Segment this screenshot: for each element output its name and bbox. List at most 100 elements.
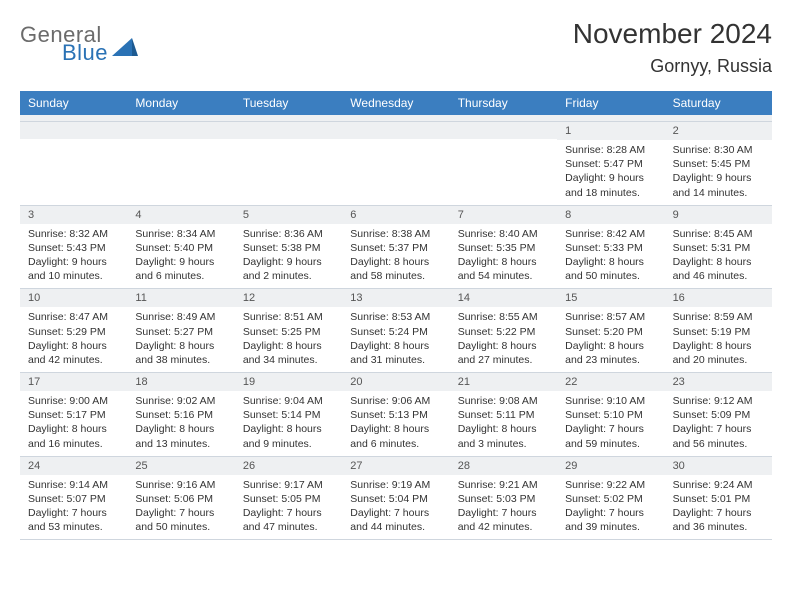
cell-day1: Daylight: 9 hours — [135, 255, 228, 269]
cell-body: Sunrise: 9:21 AMSunset: 5:03 PMDaylight:… — [450, 475, 557, 540]
cell-sunset: Sunset: 5:40 PM — [135, 241, 228, 255]
cell-day2: and 23 minutes. — [565, 353, 658, 367]
cell-day2: and 50 minutes. — [135, 520, 228, 534]
cell-sunrise: Sunrise: 9:17 AM — [243, 478, 336, 492]
calendar-cell: 14Sunrise: 8:55 AMSunset: 5:22 PMDayligh… — [450, 289, 557, 372]
cell-sunset: Sunset: 5:13 PM — [350, 408, 443, 422]
cell-body: Sunrise: 9:17 AMSunset: 5:05 PMDaylight:… — [235, 475, 342, 540]
date-number: 19 — [235, 373, 342, 391]
date-number: 26 — [235, 457, 342, 475]
cell-sunrise: Sunrise: 8:40 AM — [458, 227, 551, 241]
cell-body: Sunrise: 8:55 AMSunset: 5:22 PMDaylight:… — [450, 307, 557, 372]
calendar-cell: 6Sunrise: 8:38 AMSunset: 5:37 PMDaylight… — [342, 206, 449, 289]
calendar-cell: 1Sunrise: 8:28 AMSunset: 5:47 PMDaylight… — [557, 122, 664, 205]
cell-sunrise: Sunrise: 8:45 AM — [673, 227, 766, 241]
cell-sunrise: Sunrise: 8:53 AM — [350, 310, 443, 324]
cell-sunrise: Sunrise: 9:06 AM — [350, 394, 443, 408]
week-row: 1Sunrise: 8:28 AMSunset: 5:47 PMDaylight… — [20, 122, 772, 206]
cell-day1: Daylight: 8 hours — [243, 339, 336, 353]
cell-body: Sunrise: 8:40 AMSunset: 5:35 PMDaylight:… — [450, 224, 557, 289]
cell-day2: and 39 minutes. — [565, 520, 658, 534]
calendar-cell: 13Sunrise: 8:53 AMSunset: 5:24 PMDayligh… — [342, 289, 449, 372]
cell-day1: Daylight: 8 hours — [28, 339, 121, 353]
cell-sunset: Sunset: 5:29 PM — [28, 325, 121, 339]
cell-sunrise: Sunrise: 8:38 AM — [350, 227, 443, 241]
cell-day1: Daylight: 8 hours — [458, 422, 551, 436]
date-number — [127, 122, 234, 139]
cell-body: Sunrise: 9:08 AMSunset: 5:11 PMDaylight:… — [450, 391, 557, 456]
cell-day1: Daylight: 8 hours — [565, 339, 658, 353]
cell-body — [127, 139, 234, 195]
cell-sunset: Sunset: 5:06 PM — [135, 492, 228, 506]
cell-day1: Daylight: 8 hours — [673, 339, 766, 353]
date-number: 8 — [557, 206, 664, 224]
cell-sunset: Sunset: 5:24 PM — [350, 325, 443, 339]
cell-sunrise: Sunrise: 9:22 AM — [565, 478, 658, 492]
cell-day1: Daylight: 7 hours — [243, 506, 336, 520]
day-header-row: Sunday Monday Tuesday Wednesday Thursday… — [20, 91, 772, 115]
calendar-cell: 27Sunrise: 9:19 AMSunset: 5:04 PMDayligh… — [342, 457, 449, 540]
cell-body: Sunrise: 9:06 AMSunset: 5:13 PMDaylight:… — [342, 391, 449, 456]
cell-body: Sunrise: 9:02 AMSunset: 5:16 PMDaylight:… — [127, 391, 234, 456]
calendar-cell — [235, 122, 342, 205]
cell-sunrise: Sunrise: 8:59 AM — [673, 310, 766, 324]
cell-sunset: Sunset: 5:35 PM — [458, 241, 551, 255]
cell-body: Sunrise: 8:59 AMSunset: 5:19 PMDaylight:… — [665, 307, 772, 372]
calendar-cell: 17Sunrise: 9:00 AMSunset: 5:17 PMDayligh… — [20, 373, 127, 456]
cell-day2: and 54 minutes. — [458, 269, 551, 283]
calendar-cell: 16Sunrise: 8:59 AMSunset: 5:19 PMDayligh… — [665, 289, 772, 372]
day-header-tue: Tuesday — [235, 91, 342, 115]
cell-sunrise: Sunrise: 9:00 AM — [28, 394, 121, 408]
cell-sunrise: Sunrise: 9:21 AM — [458, 478, 551, 492]
date-number — [20, 122, 127, 139]
cell-sunrise: Sunrise: 9:08 AM — [458, 394, 551, 408]
cell-day2: and 50 minutes. — [565, 269, 658, 283]
cell-day2: and 56 minutes. — [673, 437, 766, 451]
cell-day2: and 10 minutes. — [28, 269, 121, 283]
cell-body: Sunrise: 8:42 AMSunset: 5:33 PMDaylight:… — [557, 224, 664, 289]
cell-body: Sunrise: 8:49 AMSunset: 5:27 PMDaylight:… — [127, 307, 234, 372]
date-number: 14 — [450, 289, 557, 307]
cell-sunrise: Sunrise: 9:19 AM — [350, 478, 443, 492]
date-number: 21 — [450, 373, 557, 391]
cell-day2: and 34 minutes. — [243, 353, 336, 367]
cell-sunset: Sunset: 5:05 PM — [243, 492, 336, 506]
cell-body: Sunrise: 9:04 AMSunset: 5:14 PMDaylight:… — [235, 391, 342, 456]
cell-sunrise: Sunrise: 8:34 AM — [135, 227, 228, 241]
cell-sunrise: Sunrise: 8:42 AM — [565, 227, 658, 241]
date-number: 3 — [20, 206, 127, 224]
cell-day1: Daylight: 7 hours — [565, 422, 658, 436]
cell-day2: and 53 minutes. — [28, 520, 121, 534]
calendar-cell: 20Sunrise: 9:06 AMSunset: 5:13 PMDayligh… — [342, 373, 449, 456]
cell-sunset: Sunset: 5:07 PM — [28, 492, 121, 506]
cell-body: Sunrise: 8:38 AMSunset: 5:37 PMDaylight:… — [342, 224, 449, 289]
calendar-cell: 9Sunrise: 8:45 AMSunset: 5:31 PMDaylight… — [665, 206, 772, 289]
week-row: 24Sunrise: 9:14 AMSunset: 5:07 PMDayligh… — [20, 457, 772, 541]
cell-sunset: Sunset: 5:16 PM — [135, 408, 228, 422]
calendar-cell: 10Sunrise: 8:47 AMSunset: 5:29 PMDayligh… — [20, 289, 127, 372]
cell-body: Sunrise: 9:00 AMSunset: 5:17 PMDaylight:… — [20, 391, 127, 456]
cell-sunset: Sunset: 5:10 PM — [565, 408, 658, 422]
calendar-cell: 30Sunrise: 9:24 AMSunset: 5:01 PMDayligh… — [665, 457, 772, 540]
cell-day2: and 16 minutes. — [28, 437, 121, 451]
logo-line2: Blue — [62, 42, 108, 64]
cell-day1: Daylight: 8 hours — [135, 422, 228, 436]
cell-sunrise: Sunrise: 8:30 AM — [673, 143, 766, 157]
cell-day1: Daylight: 7 hours — [350, 506, 443, 520]
cell-sunrise: Sunrise: 9:14 AM — [28, 478, 121, 492]
calendar-cell: 21Sunrise: 9:08 AMSunset: 5:11 PMDayligh… — [450, 373, 557, 456]
cell-sunrise: Sunrise: 9:12 AM — [673, 394, 766, 408]
cell-sunrise: Sunrise: 9:16 AM — [135, 478, 228, 492]
cell-day1: Daylight: 7 hours — [28, 506, 121, 520]
cell-sunset: Sunset: 5:17 PM — [28, 408, 121, 422]
cell-day1: Daylight: 7 hours — [135, 506, 228, 520]
cell-body: Sunrise: 8:53 AMSunset: 5:24 PMDaylight:… — [342, 307, 449, 372]
calendar-cell: 2Sunrise: 8:30 AMSunset: 5:45 PMDaylight… — [665, 122, 772, 205]
cell-body: Sunrise: 9:12 AMSunset: 5:09 PMDaylight:… — [665, 391, 772, 456]
cell-day2: and 58 minutes. — [350, 269, 443, 283]
cell-sunrise: Sunrise: 8:57 AM — [565, 310, 658, 324]
date-number: 24 — [20, 457, 127, 475]
cell-sunrise: Sunrise: 9:24 AM — [673, 478, 766, 492]
header: General Blue November 2024 Gornyy, Russi… — [20, 18, 772, 77]
date-number — [235, 122, 342, 139]
